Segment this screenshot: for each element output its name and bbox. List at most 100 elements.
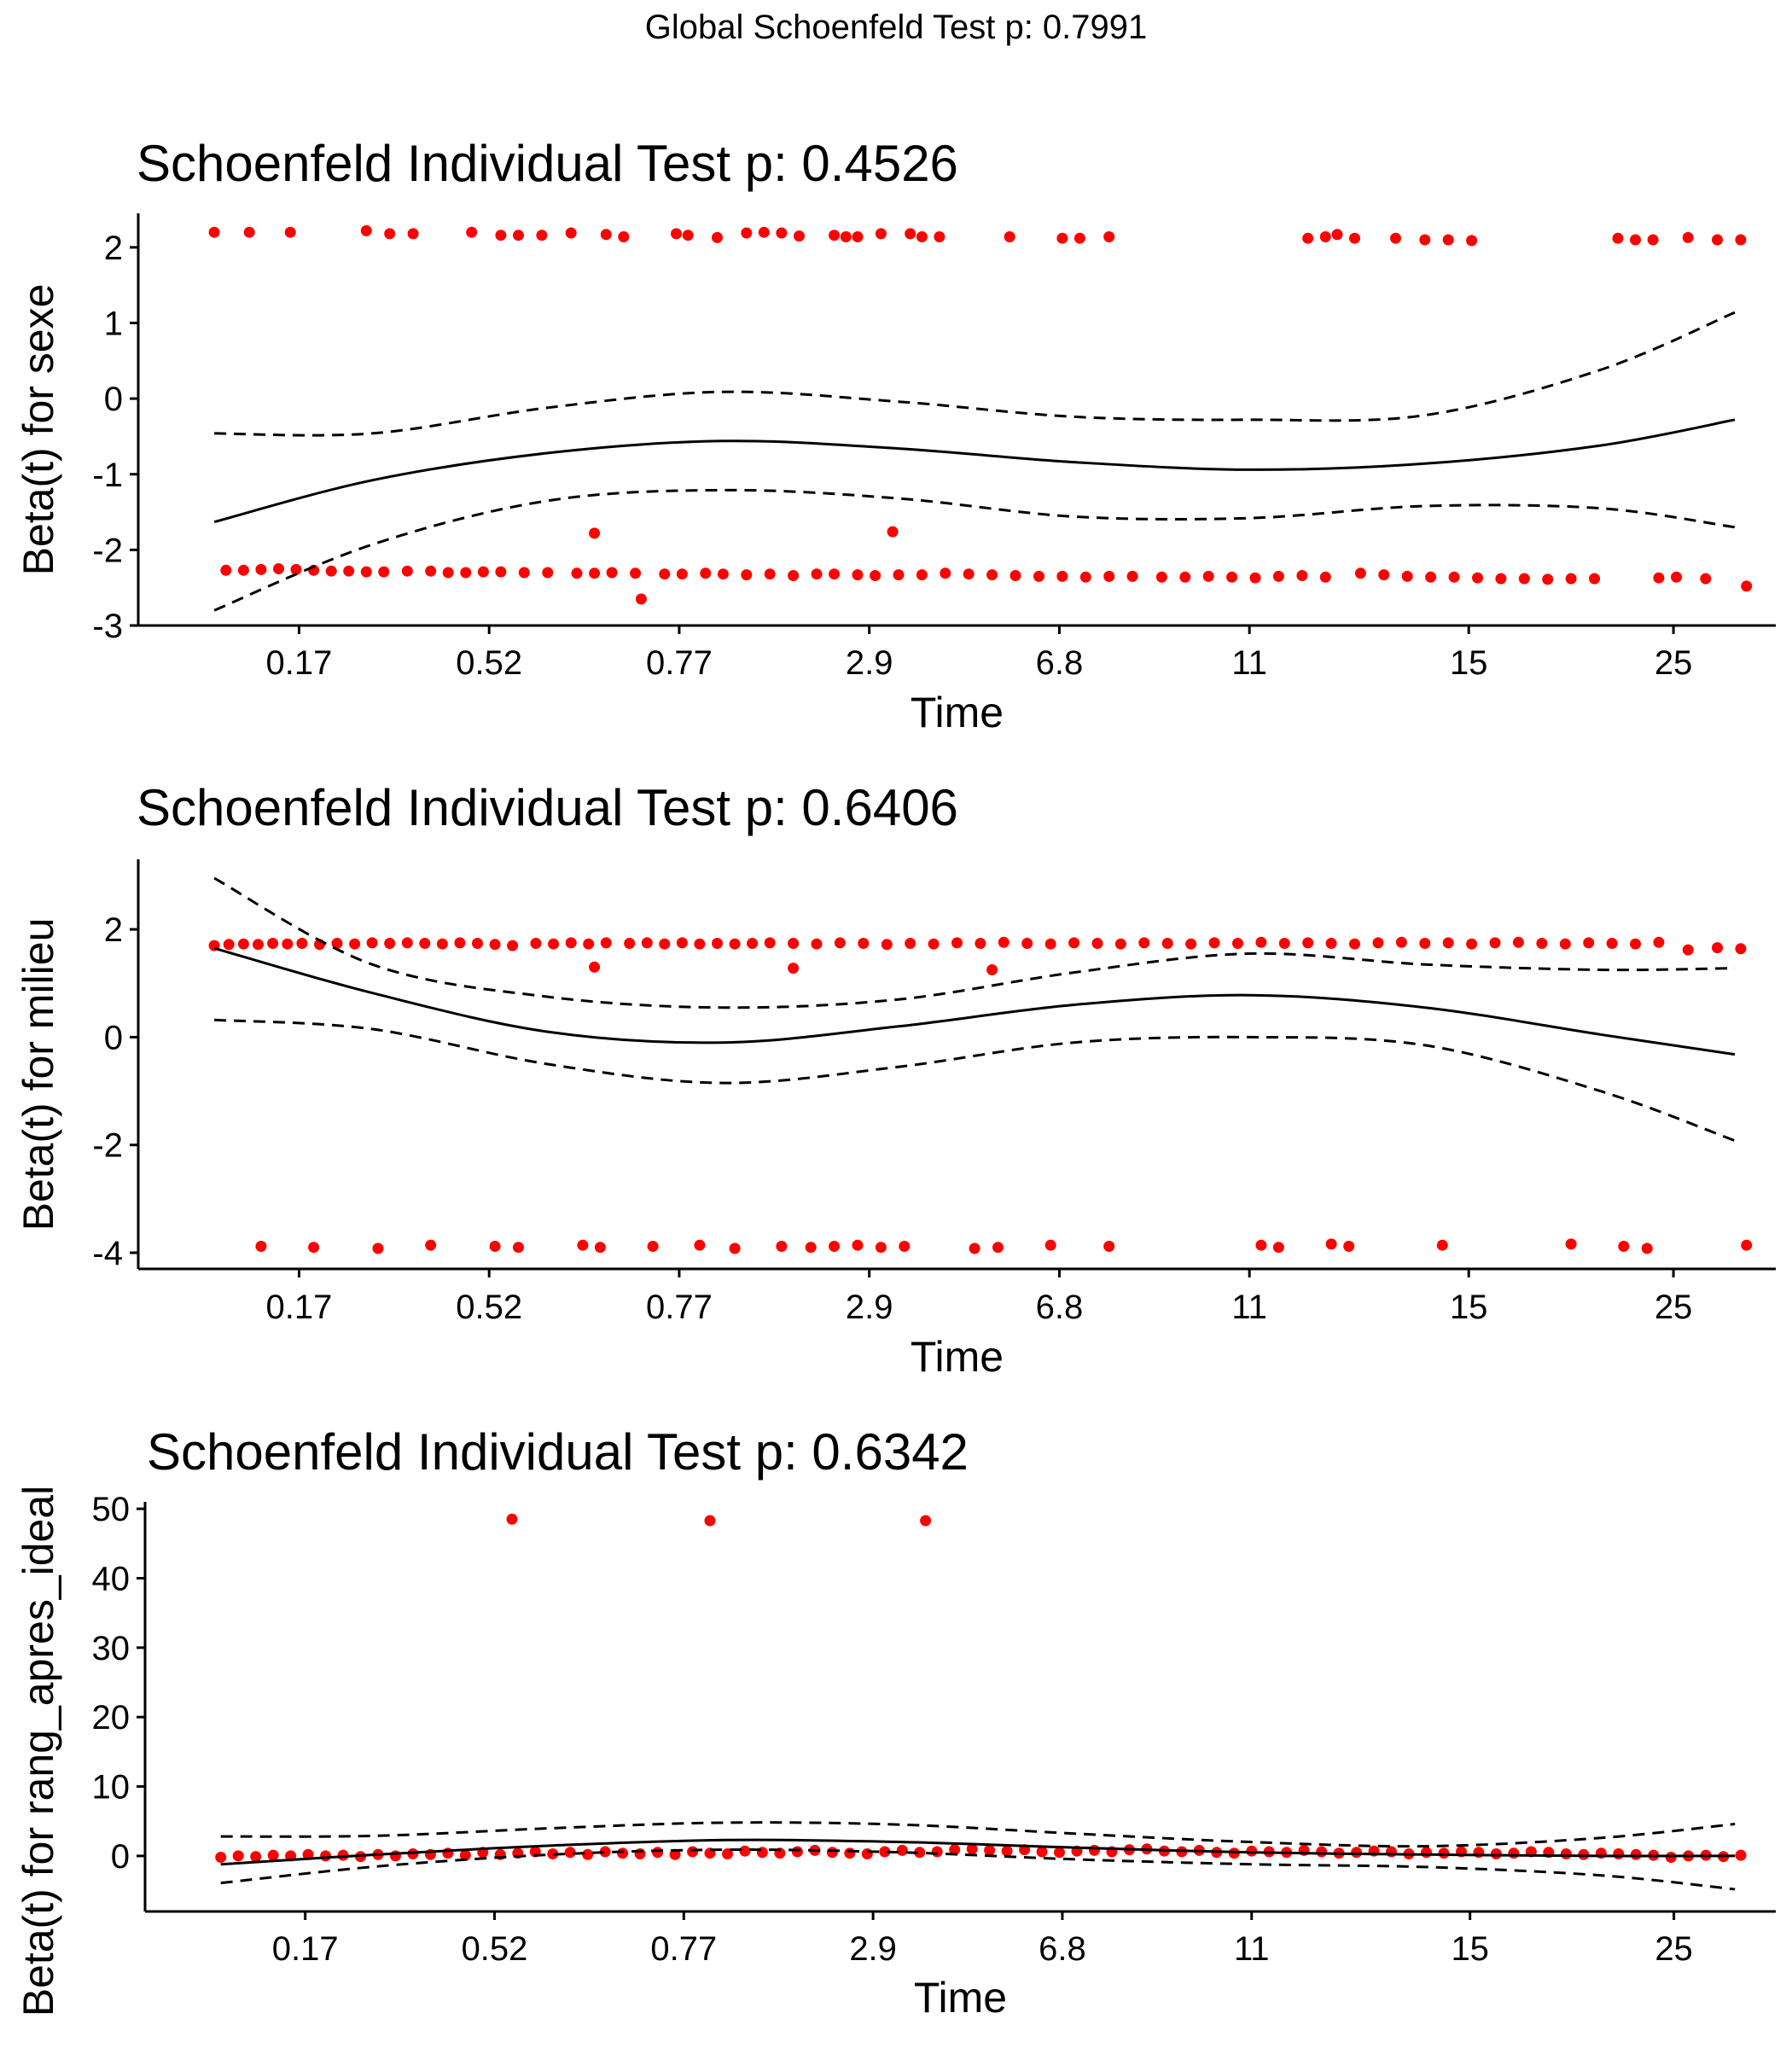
y-tick-label: -1: [92, 457, 123, 494]
panel-title: Schoenfeld Individual Test p: 0.6406: [137, 779, 958, 836]
data-point: [794, 230, 805, 242]
data-point: [1712, 942, 1723, 954]
data-point: [1255, 936, 1267, 948]
data-point: [1272, 570, 1284, 582]
data-point: [1272, 1242, 1284, 1254]
data-point: [741, 569, 753, 581]
data-point: [536, 230, 548, 241]
data-point: [986, 964, 998, 975]
x-tick-label: 2.9: [846, 644, 893, 682]
data-point: [1618, 1241, 1630, 1252]
data-point: [600, 937, 612, 949]
data-point: [1647, 234, 1659, 246]
data-point: [805, 1242, 817, 1254]
data-point: [1512, 936, 1524, 948]
data-point: [518, 567, 530, 579]
data-point: [1232, 938, 1243, 949]
data-point: [1056, 232, 1068, 244]
data-point: [717, 568, 729, 580]
data-point: [1565, 573, 1577, 585]
data-point: [1319, 571, 1331, 583]
y-tick-label: 20: [92, 1699, 131, 1737]
data-point: [565, 227, 577, 239]
x-tick-label: 0.77: [650, 1930, 717, 1968]
data-point: [722, 1848, 733, 1859]
data-point: [1089, 1844, 1100, 1856]
upper-ci-line: [214, 311, 1736, 437]
data-point: [1249, 572, 1261, 584]
data-point: [914, 1847, 926, 1859]
data-point: [1741, 1239, 1753, 1251]
data-point: [1033, 570, 1044, 582]
data-point: [1319, 231, 1331, 242]
data-point: [577, 1239, 589, 1251]
data-point: [1138, 937, 1150, 949]
data-point: [934, 231, 945, 242]
data-point: [507, 940, 519, 951]
data-point: [401, 937, 413, 949]
data-point: [791, 1846, 803, 1858]
data-point: [998, 936, 1009, 948]
data-point: [325, 565, 337, 577]
x-tick-label: 0.17: [266, 644, 333, 682]
data-point: [390, 1850, 401, 1862]
data-point: [513, 1242, 524, 1254]
fit-line: [213, 418, 1736, 524]
data-point: [893, 569, 905, 581]
data-point: [1091, 938, 1103, 949]
data-point: [712, 938, 723, 949]
data-point: [659, 938, 671, 950]
x-tick-label: 15: [1451, 1930, 1489, 1968]
lower-ci-line: [220, 1848, 1736, 1891]
data-point: [764, 568, 776, 580]
data-point: [1079, 571, 1091, 583]
data-point: [764, 937, 776, 949]
data-point: [1208, 937, 1220, 949]
data-point: [1054, 1847, 1065, 1859]
data-point: [829, 230, 841, 241]
data-point: [916, 231, 928, 242]
data-point: [1436, 1239, 1448, 1251]
data-point: [1653, 936, 1665, 948]
data-point: [1671, 571, 1682, 583]
panel-2: Schoenfeld Individual Test p: 0.6406 -4 -2…: [15, 779, 1776, 1381]
x-tick-label: 0.77: [646, 1289, 713, 1326]
data-point: [1490, 1848, 1502, 1859]
data-point: [489, 1241, 501, 1252]
data-point: [1386, 1846, 1397, 1858]
data-point: [617, 1847, 629, 1859]
data-point: [495, 230, 507, 241]
data-point: [308, 1242, 320, 1254]
data-point: [466, 226, 478, 238]
data-point: [788, 963, 800, 975]
data-point: [647, 1241, 659, 1252]
data-point: [506, 1513, 518, 1525]
data-point: [1419, 938, 1431, 949]
data-point: [1536, 938, 1548, 949]
lower-ci-line: [214, 1018, 1736, 1143]
data-point: [1665, 1852, 1677, 1863]
data-point: [459, 1849, 471, 1861]
data-point: [635, 593, 647, 605]
x-tick-label: 0.17: [266, 1289, 333, 1326]
data-point: [530, 938, 542, 949]
panel-title: Schoenfeld Individual Test p: 0.6342: [147, 1423, 969, 1481]
data-point: [659, 568, 671, 580]
data-point: [928, 938, 940, 950]
data-point: [1438, 1847, 1450, 1859]
data-point: [1056, 570, 1068, 582]
y-tick-label: -3: [92, 608, 123, 645]
data-point: [811, 568, 823, 580]
data-point: [1349, 232, 1360, 244]
data-point: [788, 938, 800, 949]
data-point: [986, 569, 998, 581]
data-point: [1325, 938, 1337, 949]
data-point: [1448, 571, 1460, 583]
data-point: [931, 1846, 943, 1858]
y-tick-label: -2: [92, 532, 123, 569]
data-point: [875, 1242, 887, 1254]
data-point: [1009, 570, 1021, 581]
x-tick-label: 2.9: [849, 1930, 897, 1968]
data-point: [1653, 572, 1665, 584]
data-point: [282, 938, 294, 950]
